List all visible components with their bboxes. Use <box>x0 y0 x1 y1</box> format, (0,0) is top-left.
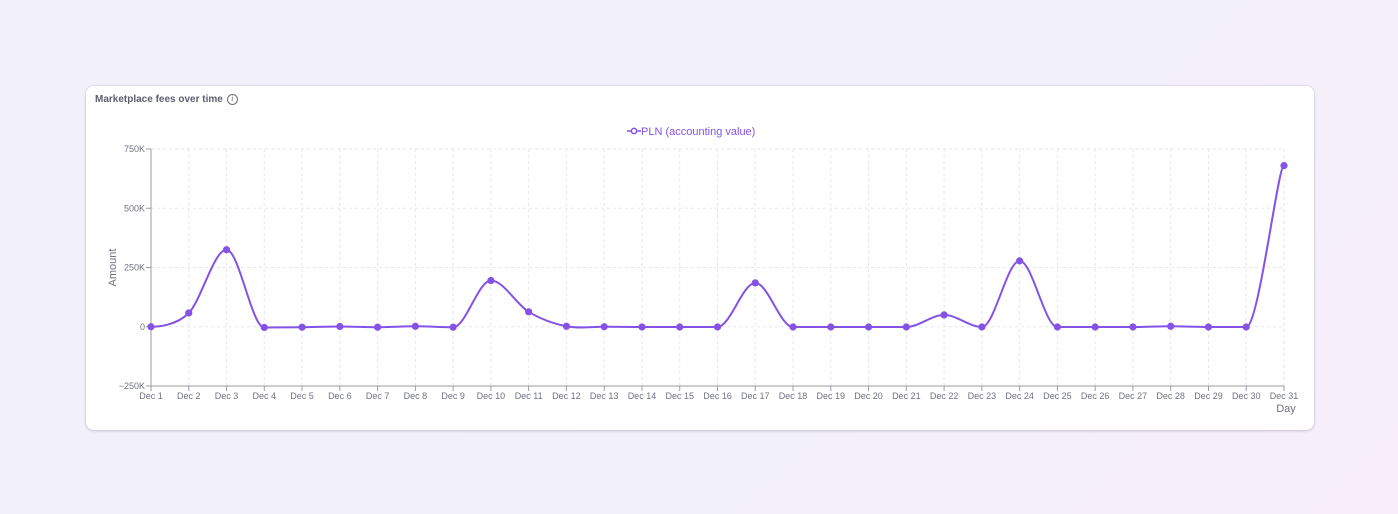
data-point <box>1016 257 1024 265</box>
x-tick-label: Dec 6 <box>328 391 352 401</box>
chart-card: Marketplace fees over time i −250K 0 250K 5… <box>86 86 1314 430</box>
data-point <box>1129 323 1137 331</box>
x-tick-label: Dec 10 <box>477 391 506 401</box>
data-point <box>978 323 986 331</box>
x-tick-label: Dec 1 <box>139 391 163 401</box>
y-tick-label: 750K <box>124 144 145 154</box>
line-chart: −250K 0 250K 500K 750K Dec 1 Dec 2 Dec 3 Dec 4 De… <box>107 126 1299 415</box>
data-point <box>1167 322 1175 330</box>
data-point <box>1091 323 1099 331</box>
data-point <box>713 323 722 331</box>
info-icon[interactable]: i <box>226 94 238 105</box>
x-tick-label: Dec 4 <box>253 391 277 401</box>
y-axis-title: Amount <box>107 249 119 287</box>
x-tick-label: Dec 11 <box>515 391 543 401</box>
data-point <box>1204 323 1213 331</box>
data-point <box>411 322 419 330</box>
data-point <box>600 323 608 331</box>
x-tick-label: Dec 13 <box>590 391 619 401</box>
data-point <box>487 276 495 285</box>
x-tick-label: Dec 7 <box>366 391 390 401</box>
x-tick-label: Dec 21 <box>892 391 921 401</box>
x-tick-label: Dec 24 <box>1005 391 1034 401</box>
x-tick-label: Dec 30 <box>1232 391 1261 401</box>
data-point <box>902 323 910 331</box>
x-tick-label: Dec 27 <box>1119 391 1148 401</box>
legend-label: PLN (accounting value) <box>641 126 755 138</box>
data-point <box>449 323 457 331</box>
y-tick-label: 0 <box>140 322 145 332</box>
x-tick-label: Dec 25 <box>1043 391 1072 401</box>
data-point <box>940 311 948 319</box>
x-tick-label: Dec 15 <box>665 391 694 401</box>
x-tick-label: Dec 28 <box>1156 391 1185 401</box>
x-tick-label: Dec 23 <box>968 391 997 401</box>
data-point <box>336 322 344 331</box>
x-tick-label: Dec 17 <box>741 391 770 401</box>
x-tick-label: Dec 26 <box>1081 391 1110 401</box>
data-point <box>525 308 533 316</box>
x-tick-label: Dec 2 <box>177 391 201 401</box>
y-tick-label: 250K <box>124 263 145 273</box>
x-tick-label: Dec 8 <box>404 391 428 401</box>
data-point <box>1242 323 1250 331</box>
data-point <box>1053 323 1061 331</box>
x-tick-label: Dec 16 <box>703 391 732 401</box>
x-axis-title: Day <box>1276 403 1296 415</box>
data-point <box>562 322 571 330</box>
data-point <box>147 323 155 331</box>
series-line <box>150 164 1285 329</box>
x-tick-label: Dec 12 <box>552 391 581 401</box>
data-point <box>789 323 797 331</box>
x-tick-label: Dec 22 <box>930 391 959 401</box>
card-header: Marketplace fees over time i <box>95 94 238 105</box>
data-point <box>1280 161 1288 170</box>
data-point <box>638 323 646 331</box>
x-tick-label: Dec 31 <box>1270 391 1299 401</box>
data-point <box>374 323 382 331</box>
card-title: Marketplace fees over time <box>95 94 223 105</box>
x-tick-label: Dec 9 <box>441 391 465 401</box>
x-tick-label: Dec 5 <box>290 391 314 401</box>
y-tick-label: 500K <box>124 203 145 213</box>
x-tick-label: Dec 18 <box>779 391 808 401</box>
x-tick-label: Dec 19 <box>817 391 846 401</box>
data-point <box>260 323 268 332</box>
legend-swatch-marker <box>630 127 638 135</box>
y-tick-label: −250K <box>119 381 145 391</box>
data-point <box>676 323 684 331</box>
data-point <box>298 323 306 331</box>
x-tick-label: Dec 29 <box>1194 391 1223 401</box>
x-tick-label: Dec 14 <box>628 391 657 401</box>
data-point <box>864 323 873 331</box>
x-tick-label: Dec 20 <box>854 391 883 401</box>
data-point <box>185 309 193 317</box>
x-tick-label: Dec 3 <box>215 391 239 401</box>
data-point <box>751 279 759 287</box>
data-point <box>827 323 835 331</box>
data-point <box>222 246 231 254</box>
